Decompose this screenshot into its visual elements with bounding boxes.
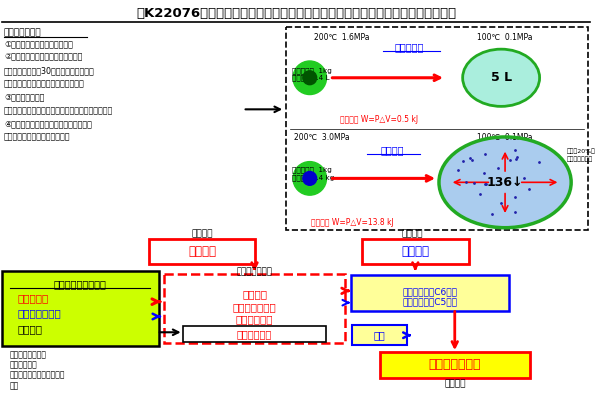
Text: 水熱爆砕の作用: 水熱爆砕の作用 [236, 267, 272, 276]
Text: ヘミセルロース: ヘミセルロース [18, 309, 62, 318]
Text: 水熱爆砕: 水熱爆砕 [381, 145, 404, 155]
Text: 籾殻: 籾殻 [10, 381, 19, 390]
Text: バガス（砂糖キビ絞り粕）: バガス（砂糖キビ絞り粕） [10, 371, 65, 380]
Text: グルコース（C6糖）: グルコース（C6糖） [403, 287, 458, 296]
Text: 酵母: 酵母 [374, 330, 386, 340]
Text: ②水熱爆砕は蒸発潜熱不要であり、: ②水熱爆砕は蒸発潜熱不要であり、 [4, 52, 82, 62]
Text: 100℃  0.1MPa: 100℃ 0.1MPa [478, 133, 533, 142]
Text: 水蒸気爆砕の約30倍の膨張エネルギー: 水蒸気爆砕の約30倍の膨張エネルギー [4, 66, 95, 75]
Text: （酵素量の低減、糖化速度の向上、糖化率向上）: （酵素量の低減、糖化速度の向上、糖化率向上） [4, 106, 113, 115]
Text: 熱水の20%が: 熱水の20%が [567, 149, 596, 154]
Text: 膨張仕事 W=P△V=0.5 kJ: 膨張仕事 W=P△V=0.5 kJ [340, 115, 418, 124]
Text: 実験実施: 実験実施 [401, 230, 423, 239]
Text: 5 L: 5 L [491, 71, 512, 84]
Text: 水蒸気　 0.4 L: 水蒸気 0.4 L [292, 75, 329, 81]
Text: （省エネで膨張破壊エネルギー大）: （省エネで膨張破壊エネルギー大） [4, 79, 85, 88]
Circle shape [303, 171, 317, 185]
Text: 水蒸気爆砕: 水蒸気爆砕 [395, 42, 424, 52]
FancyBboxPatch shape [2, 271, 159, 346]
FancyBboxPatch shape [362, 239, 469, 264]
Text: セルロース: セルロース [18, 293, 49, 303]
Text: 結晶化度の低下: 結晶化度の低下 [233, 301, 277, 312]
Text: 熱水　　 0.4 kg: 熱水 0.4 kg [292, 174, 334, 181]
FancyBboxPatch shape [352, 325, 407, 345]
Text: 草木質系バイオマス: 草木質系バイオマス [53, 279, 106, 289]
Text: エネルギーの低減（省エネ）: エネルギーの低減（省エネ） [4, 133, 70, 142]
Text: 水蒸気になる。: 水蒸気になる。 [567, 157, 593, 162]
Circle shape [293, 61, 326, 95]
FancyBboxPatch shape [380, 352, 530, 377]
Text: 水熱爆砕の特徴: 水熱爆砕の特徴 [4, 28, 41, 38]
FancyBboxPatch shape [351, 275, 509, 311]
Text: バイオマス  1kg: バイオマス 1kg [292, 67, 332, 74]
Text: リグニン: リグニン [18, 324, 43, 335]
Text: ③酵素糖化の促進: ③酵素糖化の促進 [4, 93, 44, 102]
FancyBboxPatch shape [184, 326, 326, 342]
Text: ①原料の微粉砕不要（省エネ）: ①原料の微粉砕不要（省エネ） [4, 39, 73, 48]
Text: 杉（針葉樹）: 杉（針葉樹） [10, 361, 38, 369]
Text: 表面積の増大: 表面積の増大 [236, 315, 273, 325]
FancyBboxPatch shape [149, 239, 256, 264]
Text: 実験実施: 実験実施 [191, 230, 213, 239]
Text: 136↓: 136↓ [487, 176, 523, 189]
Text: バイオマス  1kg: バイオマス 1kg [292, 166, 332, 173]
Text: エタノール発酵: エタノール発酵 [428, 358, 481, 371]
Text: 酵素糖化: 酵素糖化 [401, 245, 429, 258]
Text: 加水分解: 加水分解 [242, 289, 267, 299]
Text: 実験実施: 実験実施 [444, 380, 466, 389]
Text: 水熱爆砕: 水熱爆砕 [188, 245, 216, 258]
Text: リグニン剥離: リグニン剥離 [237, 329, 272, 339]
Text: 膨張仕事 W=P△V=13.8 kJ: 膨張仕事 W=P△V=13.8 kJ [311, 218, 394, 227]
Text: 【K22076】水熱爆砕による草木質系バイオマスの省エネ高効率糖化前処理の研究: 【K22076】水熱爆砕による草木質系バイオマスの省エネ高効率糖化前処理の研究 [136, 7, 456, 20]
Circle shape [293, 161, 326, 195]
Text: けやき（広葉樹）: けやき（広葉樹） [10, 350, 47, 359]
Ellipse shape [463, 49, 539, 107]
Text: キシロース（C5糖）: キシロース（C5糖） [403, 298, 458, 307]
Text: 200℃  3.0MPa: 200℃ 3.0MPa [294, 133, 350, 142]
Circle shape [303, 71, 317, 85]
FancyBboxPatch shape [164, 274, 345, 343]
Text: 100℃  0.1MPa: 100℃ 0.1MPa [478, 33, 533, 43]
Text: 200℃  1.6MPa: 200℃ 1.6MPa [314, 33, 369, 43]
FancyBboxPatch shape [286, 27, 588, 230]
Ellipse shape [439, 137, 571, 228]
Text: ④高濃度処理可能でエタノール蒸留濃縮: ④高濃度処理可能でエタノール蒸留濃縮 [4, 119, 92, 128]
